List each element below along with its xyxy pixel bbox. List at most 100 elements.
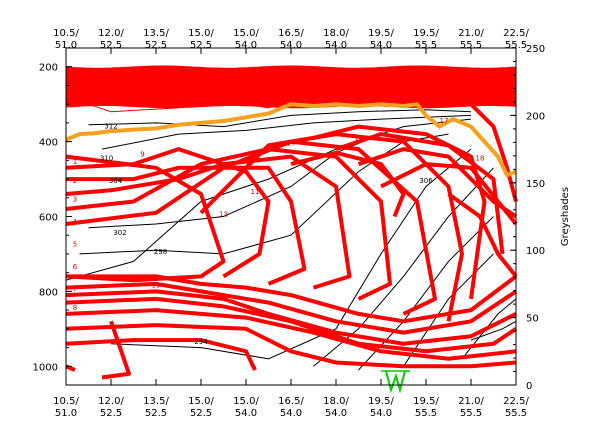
- isotach-label: 10: [201, 166, 210, 174]
- isotach-label: 5: [73, 240, 77, 248]
- x-bottom-tick-label-lon: 16.5/: [278, 396, 304, 407]
- x-bottom-tick-label-lon: 15.0/: [233, 396, 259, 407]
- x-top-tick-label-lon: 19.5/: [368, 28, 394, 39]
- isotach-contour-15: [65, 296, 518, 354]
- isentrope-contour-11: [470, 320, 517, 341]
- isotach-label: 2: [73, 177, 77, 185]
- isotach-contour-top-8: [65, 85, 516, 92]
- isotach-contour-17: [65, 323, 517, 369]
- isotach-contour-12: [66, 274, 518, 324]
- isotach-contour-top-2: [65, 68, 517, 75]
- x-bottom-tick-label-lon: 12.0/: [98, 396, 124, 407]
- isotach-contour-6: [65, 139, 437, 316]
- isotach-contour-11: [380, 162, 518, 226]
- isotach-label: 13: [152, 282, 161, 290]
- x-top-tick-label-lon: 15.0/: [188, 28, 214, 39]
- isotach-contour-1: [65, 154, 226, 283]
- y-right-tick-label: 100: [526, 246, 545, 257]
- x-top-tick-label-lat: 54.0: [235, 40, 257, 51]
- isotach-contour-20: [447, 192, 518, 278]
- isotach-contour-22: [101, 320, 131, 380]
- isotach-label: 11: [251, 188, 260, 196]
- y-right-tick-label: 0: [526, 381, 532, 392]
- isentrope-label: 312: [104, 123, 117, 131]
- y-right-tick-label: 250: [526, 44, 545, 55]
- x-bottom-tick-label-lat: 54.0: [280, 408, 302, 419]
- x-bottom-tick-label-lat: 55.5: [415, 408, 437, 419]
- isotach-contour-top-3: [66, 71, 517, 78]
- isotach-label: 14: [287, 139, 296, 147]
- isotach-contour-23: [65, 364, 76, 372]
- x-top-tick-label-lat: 55.5: [460, 40, 482, 51]
- x-top-tick-label-lat: 52.5: [145, 40, 167, 51]
- isotach-contour-19: [469, 102, 518, 203]
- x-top-tick-label-lat: 54.0: [370, 40, 392, 51]
- y-left-tick-label: 600: [39, 213, 58, 224]
- isentrope-label: 294: [194, 338, 208, 346]
- isentrope-contour-1: [88, 109, 472, 128]
- x-top-tick-label-lon: 15.0/: [233, 28, 259, 39]
- x-top-tick-label-lon: 16.5/: [278, 28, 304, 39]
- isotach-label: 7: [73, 285, 77, 293]
- surface-marker: [385, 370, 406, 394]
- isentrope-contour-6: [110, 148, 472, 360]
- isotach-label: 18: [476, 154, 485, 162]
- x-bottom-tick-label-lon: 19.5/: [368, 396, 394, 407]
- isotach-thin-contour-1: [223, 86, 517, 109]
- isotach-label: 15: [354, 136, 363, 144]
- isotach-contour-3: [66, 165, 307, 286]
- x-bottom-tick-label-lat: 54.0: [325, 408, 347, 419]
- y-right-axis-title: Greyshades: [560, 187, 571, 246]
- isotach-label: 6: [73, 263, 78, 271]
- isotach-label: 17: [440, 117, 449, 125]
- isotach-contour-top-1: [65, 65, 517, 72]
- x-bottom-tick-label-lat: 52.5: [190, 408, 212, 419]
- isotach-contour-top-12: [66, 96, 516, 103]
- x-bottom-tick-label-lat: 54.0: [370, 408, 392, 419]
- x-top-tick-label-lon: 12.0/: [98, 28, 124, 39]
- x-bottom-tick-label-lon: 15.0/: [188, 396, 214, 407]
- isotach-label: 12: [219, 211, 228, 219]
- isentrope-contour-3: [65, 118, 472, 281]
- x-top-tick-label-lat: 52.5: [100, 40, 122, 51]
- isotach-contour-top-5: [65, 76, 517, 84]
- y-left-tick-label: 200: [39, 63, 58, 74]
- x-bottom-tick-label-lat: 52.5: [100, 408, 122, 419]
- x-bottom-tick-label-lon: 21.0/: [458, 396, 484, 407]
- y-left-tick-label: 1000: [33, 362, 58, 373]
- x-top-tick-label-lat: 54.0: [325, 40, 347, 51]
- x-bottom-tick-label-lat: 52.5: [145, 408, 167, 419]
- x-top-tick-label-lat: 55.5: [415, 40, 437, 51]
- x-bottom-tick-label-lon: 13.5/: [143, 396, 169, 407]
- isentrope-label: 298: [154, 248, 167, 256]
- isotach-contour-16: [65, 308, 517, 361]
- isotach-label: 16: [399, 136, 408, 144]
- isotach-contour-top-10: [65, 90, 517, 97]
- x-bottom-tick-label-lon: 19.5/: [413, 396, 439, 407]
- isentrope-contour-2: [101, 114, 472, 150]
- isotach-contour-top-4: [65, 73, 517, 81]
- isotach-contour-18: [65, 338, 257, 371]
- x-bottom-tick-label-lat: 54.0: [235, 408, 257, 419]
- y-left-tick-label: 800: [39, 287, 58, 298]
- isentrope-contour-10: [461, 298, 517, 360]
- y-right-tick-label: 200: [526, 111, 545, 122]
- x-top-tick-label-lon: 21.0/: [458, 28, 484, 39]
- isotach-thin-contour-2: [88, 103, 179, 113]
- x-top-tick-label-lon: 22.5/: [503, 28, 529, 39]
- x-bottom-tick-label-lon: 18.0/: [323, 396, 349, 407]
- x-top-tick-label-lon: 13.5/: [143, 28, 169, 39]
- isotach-contour-top-6: [65, 79, 517, 86]
- isotach-contour-7: [199, 132, 464, 322]
- isotach-contour-2: [65, 147, 271, 279]
- isotach-contour-13: [65, 281, 518, 335]
- y-right-tick-label: 150: [526, 179, 545, 190]
- isotach-contour-21: [290, 150, 406, 218]
- x-top-tick-label-lat: 51.0: [55, 40, 77, 51]
- x-top-tick-label-lon: 18.0/: [323, 28, 349, 39]
- x-bottom-tick-label-lon: 22.5/: [503, 396, 529, 407]
- x-top-tick-label-lat: 55.5: [505, 40, 527, 51]
- x-top-tick-label-lon: 19.5/: [413, 28, 439, 39]
- isotach-contour-5: [65, 147, 392, 301]
